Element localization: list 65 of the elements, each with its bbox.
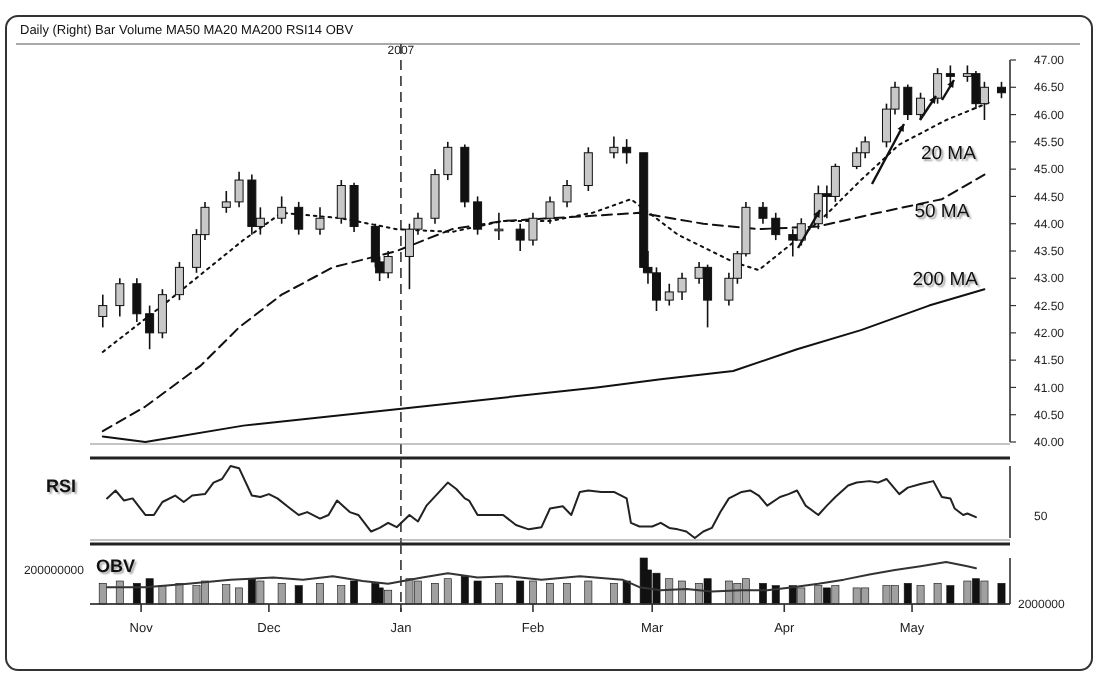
bar: [652, 572, 661, 605]
bar: [460, 576, 469, 605]
series-label: 50 MA: [914, 200, 971, 223]
candlestick: [157, 288, 167, 340]
candlestick: [174, 261, 184, 301]
bar: [443, 578, 452, 605]
bar: [256, 580, 265, 605]
bar: [277, 583, 286, 605]
bar: [916, 585, 925, 605]
candlestick: [315, 206, 325, 236]
bar: [294, 585, 303, 605]
bar: [814, 585, 823, 605]
bar: [222, 584, 231, 605]
candlestick: [294, 201, 304, 236]
chart-title: OBV: [96, 556, 136, 576]
bar: [733, 583, 742, 605]
bar: [609, 583, 618, 605]
bar: [622, 580, 631, 605]
bar: [316, 583, 324, 605]
candlestick: [788, 228, 798, 258]
bar: [546, 583, 554, 605]
bar: [350, 580, 358, 605]
bar: [946, 585, 955, 605]
bar: [703, 578, 712, 605]
bar: [963, 580, 972, 605]
line-series: [101, 288, 986, 443]
bar: [584, 580, 593, 605]
bar: [431, 583, 439, 605]
bar: [903, 583, 912, 605]
bar: [529, 580, 537, 605]
bar: [405, 578, 414, 605]
candlestick: [98, 293, 108, 329]
bar: [882, 585, 891, 605]
bar: [852, 587, 861, 605]
candlestick: [562, 179, 572, 209]
bar: [158, 585, 167, 605]
bar: [192, 585, 201, 605]
candlestick: [545, 195, 555, 225]
bar: [115, 580, 124, 605]
bar: [997, 583, 1006, 605]
candlestick: [583, 146, 593, 192]
bar: [98, 583, 107, 605]
series-label: 200 MA: [912, 269, 980, 292]
candlestick: [473, 195, 483, 236]
candlestick: [383, 250, 393, 280]
series-label: 20 MA: [920, 142, 978, 165]
candlestick: [916, 91, 926, 121]
bar: [980, 580, 989, 605]
bar: [145, 578, 154, 605]
bar: [665, 578, 674, 605]
candlestick: [860, 135, 870, 160]
candlestick: [494, 212, 504, 241]
candlestick: [115, 277, 125, 318]
bar: [473, 580, 482, 605]
bar: [563, 583, 571, 605]
bar: [235, 587, 243, 605]
bar: [678, 580, 686, 605]
bar: [516, 580, 525, 605]
bar: [831, 585, 840, 605]
bar: [337, 585, 346, 605]
bar: [797, 587, 806, 605]
text: RSI: [45, 476, 76, 496]
candlestick: [277, 195, 287, 225]
bar: [494, 583, 503, 605]
bar: [933, 583, 942, 605]
